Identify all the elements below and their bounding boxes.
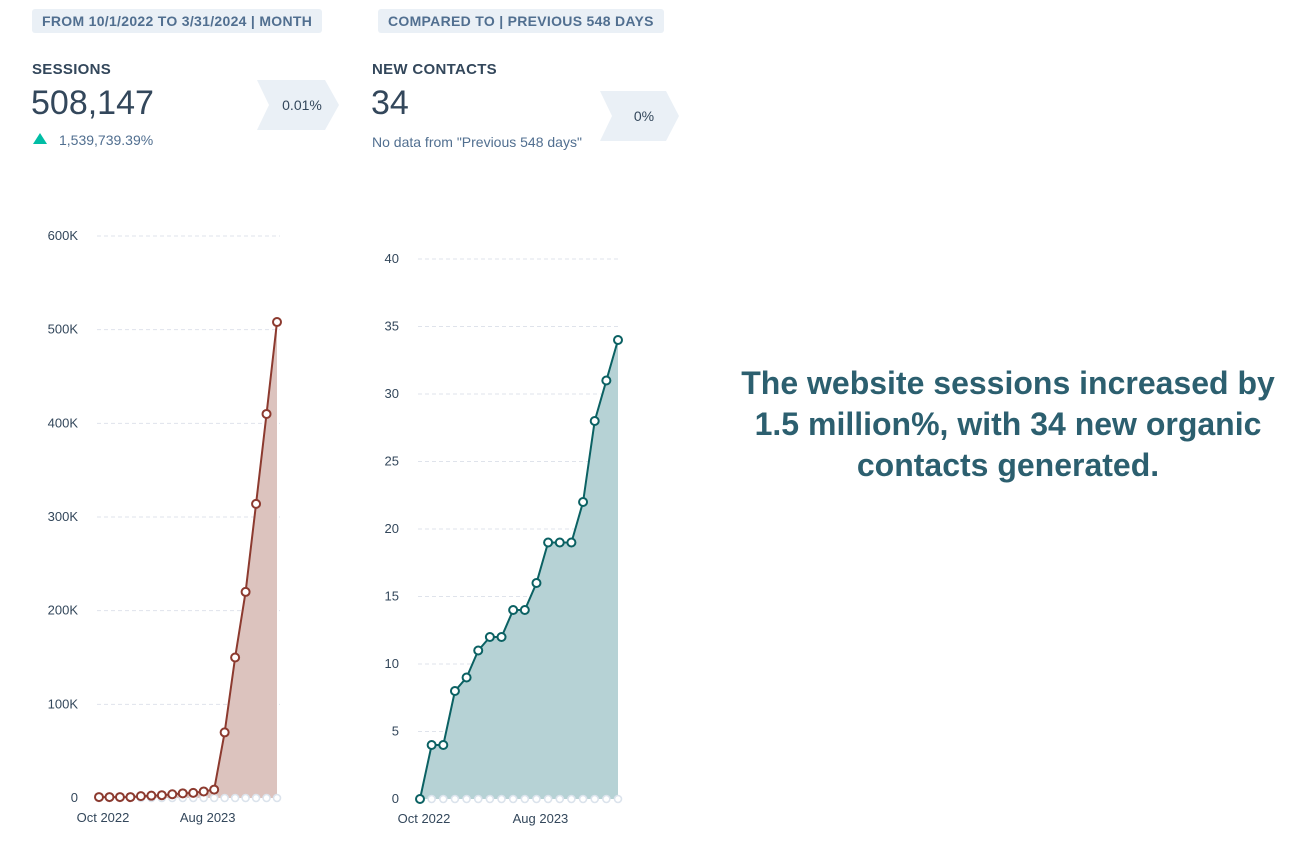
- y-tick-label: 200K: [48, 603, 79, 618]
- x-tick-label: Aug 2023: [513, 811, 569, 826]
- data-point[interactable]: [554, 537, 565, 548]
- data-point[interactable]: [272, 317, 282, 328]
- new-contacts-label: NEW CONTACTS: [372, 61, 497, 78]
- sessions-value: 508,147: [31, 84, 154, 122]
- y-tick-label: 400K: [48, 415, 79, 430]
- data-point[interactable]: [167, 789, 178, 800]
- new-contacts-badge-chevron-icon: [600, 91, 679, 141]
- y-tick-label: 10: [385, 656, 399, 671]
- data-point[interactable]: [146, 790, 157, 801]
- comparison-point[interactable]: [485, 794, 495, 804]
- comparison-point[interactable]: [272, 793, 282, 803]
- data-point[interactable]: [198, 786, 209, 797]
- comparison-point[interactable]: [578, 794, 588, 804]
- data-point[interactable]: [94, 792, 104, 803]
- data-point[interactable]: [449, 686, 460, 696]
- data-point[interactable]: [519, 605, 530, 615]
- sessions-badge: 0.01%: [282, 97, 322, 113]
- data-point[interactable]: [261, 408, 272, 419]
- data-point[interactable]: [188, 787, 199, 798]
- data-point[interactable]: [114, 792, 125, 803]
- sessions-label: SESSIONS: [32, 61, 112, 78]
- y-tick-label: 600K: [48, 228, 79, 243]
- y-tick-label: 40: [385, 251, 399, 266]
- data-point[interactable]: [613, 335, 623, 345]
- comparison-point[interactable]: [462, 794, 471, 804]
- comparison-point[interactable]: [613, 794, 623, 804]
- y-tick-label: 20: [385, 521, 399, 536]
- data-point[interactable]: [438, 740, 449, 750]
- up-arrow-icon: [33, 133, 47, 144]
- sessions-chart: 0 100K 200K 300K 400K 500K 600K Oct 2022 Aug 202…: [48, 228, 282, 825]
- y-tick-label: 0: [71, 790, 78, 805]
- data-point[interactable]: [135, 791, 146, 802]
- comparison-point[interactable]: [543, 794, 553, 804]
- sessions-change: 1,539,739.39%: [59, 132, 154, 148]
- data-point[interactable]: [426, 740, 437, 750]
- data-point[interactable]: [177, 788, 188, 799]
- y-tick-label: 100K: [48, 696, 79, 711]
- new-contacts-chart: 0 5 10 15 20 25 30 35 40 Oct 2022 Aug 2023: [385, 251, 623, 826]
- comparison-point[interactable]: [241, 793, 250, 803]
- comparison-point[interactable]: [497, 794, 506, 804]
- data-point[interactable]: [484, 632, 495, 642]
- y-tick-label: 500K: [48, 322, 79, 337]
- date-range-filter[interactable]: FROM 10/1/2022 TO 3/31/2024 | MONTH: [32, 9, 323, 33]
- new-contacts-badge: 0%: [633, 108, 655, 124]
- y-tick-label: 300K: [48, 509, 79, 524]
- y-tick-label: 30: [385, 386, 399, 401]
- data-point[interactable]: [209, 784, 220, 795]
- data-point[interactable]: [230, 652, 241, 663]
- data-point[interactable]: [125, 792, 136, 803]
- series-area: [420, 340, 618, 799]
- x-tick-label: Aug 2023: [180, 810, 236, 825]
- comparison-point[interactable]: [450, 794, 460, 804]
- data-point[interactable]: [496, 632, 507, 642]
- data-point[interactable]: [473, 645, 484, 656]
- comparison-point[interactable]: [520, 794, 530, 804]
- comparison-point[interactable]: [567, 794, 576, 804]
- data-point[interactable]: [240, 586, 251, 597]
- x-tick-label: Oct 2022: [398, 811, 451, 826]
- data-point[interactable]: [566, 537, 577, 548]
- comparison-point[interactable]: [555, 794, 565, 804]
- comparison-point[interactable]: [438, 794, 448, 804]
- data-point[interactable]: [578, 497, 589, 507]
- sessions-badge-chevron-icon: [257, 80, 339, 130]
- data-point[interactable]: [415, 794, 425, 804]
- data-point[interactable]: [251, 498, 262, 509]
- y-tick-label: 25: [385, 454, 399, 469]
- comparison-point[interactable]: [427, 794, 436, 804]
- comparison-point[interactable]: [220, 793, 229, 803]
- new-contacts-note: No data from "Previous 548 days": [372, 134, 582, 150]
- y-tick-label: 0: [392, 791, 399, 806]
- comparison-point[interactable]: [590, 794, 600, 804]
- series-line: [419, 339, 619, 800]
- x-tick-label: Oct 2022: [77, 810, 130, 825]
- data-point[interactable]: [156, 790, 167, 801]
- comparison-point[interactable]: [230, 793, 240, 803]
- data-point[interactable]: [601, 375, 612, 386]
- data-point[interactable]: [589, 416, 600, 426]
- comparison-point[interactable]: [602, 794, 611, 804]
- new-contacts-value: 34: [371, 84, 409, 122]
- data-point[interactable]: [104, 792, 115, 803]
- y-tick-label: 15: [385, 589, 399, 604]
- comparison-point[interactable]: [473, 794, 483, 804]
- data-point[interactable]: [543, 537, 554, 548]
- comparison-filter[interactable]: COMPARED TO | PREVIOUS 548 DAYS: [378, 9, 664, 33]
- data-point[interactable]: [461, 672, 472, 683]
- data-point[interactable]: [531, 578, 542, 588]
- y-tick-label: 5: [392, 724, 399, 739]
- comparison-point[interactable]: [262, 793, 271, 803]
- data-point[interactable]: [508, 605, 519, 615]
- data-point[interactable]: [219, 727, 230, 738]
- comparison-point[interactable]: [532, 794, 541, 804]
- comparison-point[interactable]: [251, 793, 261, 803]
- comparison-point[interactable]: [508, 794, 518, 804]
- y-tick-label: 35: [385, 319, 399, 334]
- summary-callout: The website sessions increased by 1.5 mi…: [741, 365, 1275, 483]
